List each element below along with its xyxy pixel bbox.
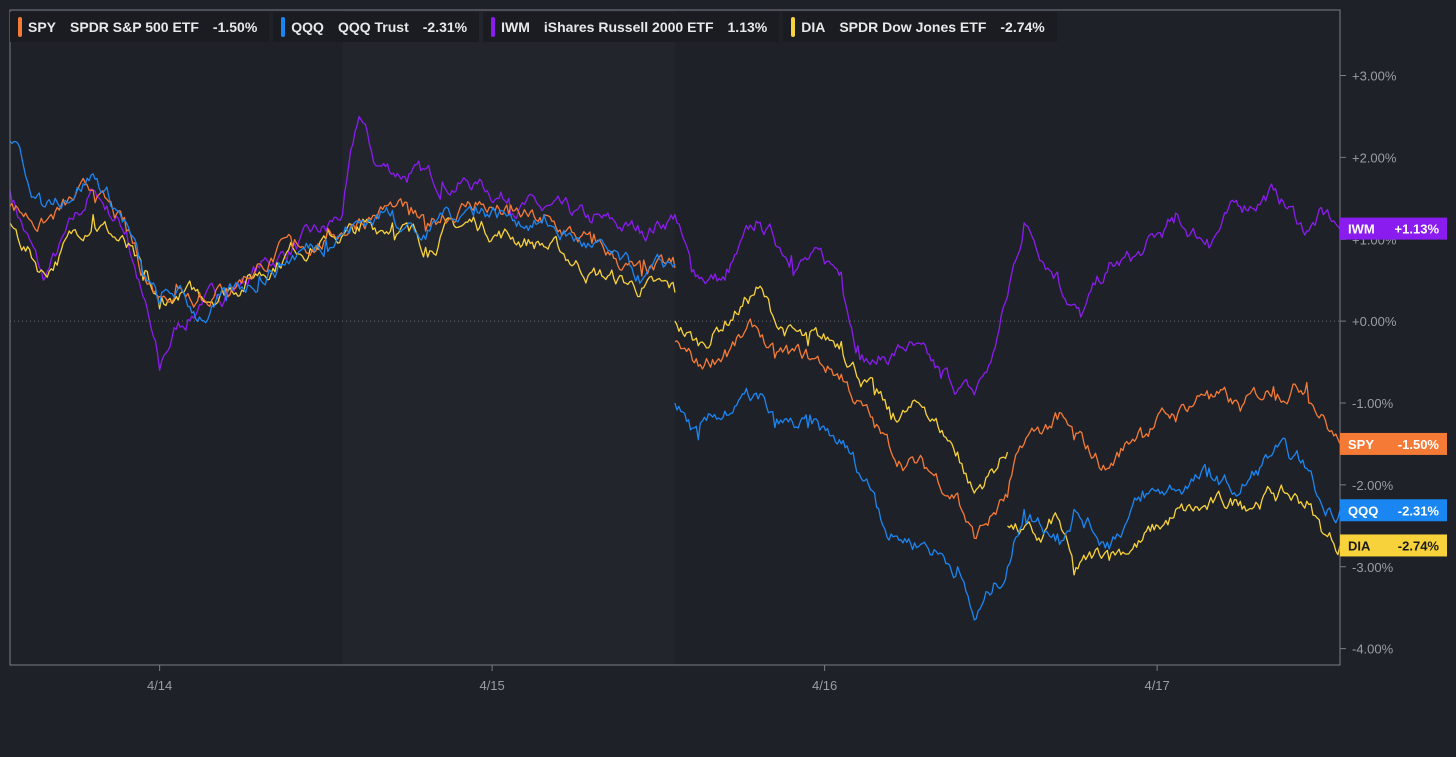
x-tick-label: 4/15 — [479, 678, 504, 693]
end-label-iwm: IWM +1.13% — [1340, 217, 1447, 240]
legend-change: -2.31% — [422, 19, 468, 35]
y-tick-label: -1.00% — [1352, 396, 1394, 411]
legend-change: -2.74% — [1000, 19, 1045, 35]
end-label-background — [1340, 534, 1447, 557]
legend-item-spy[interactable]: SPY SPDR S&P 500 ETF -1.50% — [10, 12, 270, 42]
y-tick-label: +2.00% — [1352, 150, 1397, 165]
end-label-spy: SPY -1.50% — [1340, 432, 1447, 455]
legend-item-iwm[interactable]: IWM iShares Russell 2000 ETF 1.13% — [483, 12, 780, 42]
legend-change: -1.50% — [212, 19, 258, 35]
legend-symbol: DIA — [801, 19, 826, 35]
end-label-background — [1340, 217, 1447, 240]
legend-name: SPDR S&P 500 ETF — [70, 19, 199, 35]
y-tick-label: -4.00% — [1352, 642, 1394, 657]
legend: SPY SPDR S&P 500 ETF -1.50% QQQ QQQ Trus… — [10, 12, 1061, 42]
legend-name: QQQ Trust — [337, 19, 409, 35]
end-label-value: -2.74% — [1398, 538, 1440, 553]
legend-symbol: QQQ — [291, 19, 324, 35]
end-label-background — [1340, 432, 1447, 455]
legend-name: SPDR Dow Jones ETF — [839, 19, 987, 35]
end-label-value: +1.13% — [1395, 222, 1440, 237]
shaded-region-0 — [342, 10, 675, 665]
legend-change: 1.13% — [727, 19, 768, 35]
legend-symbol: IWM — [501, 19, 530, 35]
legend-name: iShares Russell 2000 ETF — [543, 19, 714, 35]
end-label-symbol: IWM — [1348, 222, 1375, 237]
end-label-value: -2.31% — [1398, 503, 1440, 518]
end-label-dia: DIA -2.74% — [1340, 534, 1447, 557]
spy-color-swatch — [18, 17, 22, 37]
y-tick-label: -2.00% — [1352, 478, 1394, 493]
x-tick-label: 4/17 — [1144, 678, 1169, 693]
iwm-color-swatch — [491, 17, 496, 37]
plot-frame — [9, 9, 1341, 666]
x-tick-label: 4/14 — [147, 678, 172, 693]
legend-item-dia[interactable]: DIA SPDR Dow Jones ETF -2.74% — [783, 12, 1057, 42]
end-label-symbol: DIA — [1348, 538, 1371, 553]
dia-color-swatch — [791, 17, 796, 37]
legend-item-qqq[interactable]: QQQ QQQ Trust -2.31% — [273, 12, 480, 42]
end-label-value: -1.50% — [1398, 437, 1440, 452]
y-tick-label: +3.00% — [1352, 69, 1397, 84]
y-tick-label: +0.00% — [1352, 314, 1397, 329]
y-tick-label: -3.00% — [1352, 560, 1394, 575]
series-line-iwm — [9, 115, 1341, 396]
end-label-symbol: QQQ — [1348, 503, 1378, 518]
legend-symbol: SPY — [28, 19, 57, 35]
x-tick-label: 4/16 — [812, 678, 837, 693]
end-label-background — [1340, 499, 1447, 522]
qqq-color-swatch — [281, 17, 286, 37]
series-line-qqq — [9, 140, 1341, 621]
series-line-dia — [9, 214, 1341, 576]
end-label-symbol: SPY — [1348, 437, 1374, 452]
end-label-qqq: QQQ -2.31% — [1340, 499, 1447, 522]
